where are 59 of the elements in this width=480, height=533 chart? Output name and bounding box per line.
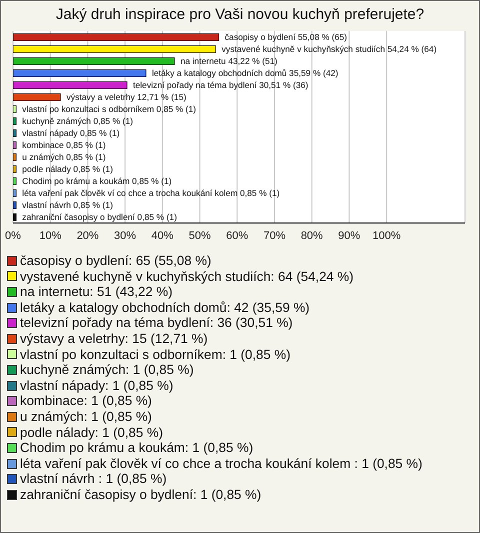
text: výstavy a veletrhy: 15 (12,71 %) xyxy=(20,330,208,347)
x-tick-label: 100% xyxy=(372,230,401,242)
text: vlastní po konzultaci s odborníkem: 1 (0,85 %) xyxy=(20,346,290,362)
category-label: letáky a katalogy obchodních domů 35,59 % (42) xyxy=(152,68,338,78)
text: zahraniční časopisy o bydlení: 1 (0,85 %) xyxy=(20,486,262,502)
bar xyxy=(13,141,16,149)
x-tick-label: 50% xyxy=(188,230,211,242)
bar xyxy=(13,117,16,125)
bar xyxy=(13,165,16,173)
category-label: časopisy o bydlení 55,08 % (65) xyxy=(224,32,348,42)
x-tick-label: 0% xyxy=(5,230,22,242)
text: televizní pořady na téma bydlení: 36 (30,51 %) xyxy=(20,315,293,331)
bar xyxy=(13,69,146,77)
category-label: vlastní návrh 0,85 % (1) xyxy=(22,200,113,210)
bar xyxy=(13,93,61,101)
category-label: Chodim po krámu a koukám 0,85 % (1) xyxy=(22,176,172,186)
x-tick-label: 40% xyxy=(151,230,174,242)
bar xyxy=(13,57,175,65)
text: na internetu: 51 (43,22 %) xyxy=(20,284,172,300)
text: časopisy o bydlení: 65 (55,08 %) xyxy=(20,253,212,269)
category-label: u známých 0,85 % (1) xyxy=(22,152,106,162)
text: letáky a katalogy obchodních domů: 42 (35,59 %) xyxy=(20,300,310,316)
text: podle nálady: 1 (0,85 %) xyxy=(20,424,163,440)
x-tick-label: 70% xyxy=(263,230,286,242)
text: vlastní nápady: 1 (0,85 %) xyxy=(20,378,174,394)
bar xyxy=(13,177,16,185)
bar xyxy=(13,81,128,89)
x-tick-label: 20% xyxy=(76,230,99,242)
bar xyxy=(13,105,16,113)
text: léta vaření pak člověk ví co chce a trocha koukání kolem : 1 (0,85 %) xyxy=(20,456,422,472)
x-tick-label: 60% xyxy=(226,230,248,242)
category-label: vlastní po konzultaci s odborníkem 0,85 % (1) xyxy=(22,104,196,114)
bar xyxy=(13,129,16,137)
category-label: zahraniční časopisy o bydlení 0,85 % (1) xyxy=(22,212,177,222)
bar xyxy=(13,45,216,53)
x-tick-label: 10% xyxy=(39,230,62,242)
text: u známých: 1 (0,85 %) xyxy=(20,408,152,425)
x-tick-label: 90% xyxy=(338,230,360,242)
chart-title: Jaký druh inspirace pro Vaši novou kuchyň preferujete? xyxy=(54,6,426,23)
x-tick-label: 30% xyxy=(114,230,136,242)
category-label: podle nálady 0,85 % (1) xyxy=(22,164,113,174)
bar xyxy=(13,153,16,161)
bar xyxy=(13,189,16,197)
bar xyxy=(13,201,16,209)
category-label: léta vaření pak člověk ví co chce a trocha koukání kolem 0,85 % (1) xyxy=(22,188,280,198)
category-label: televizní pořady na téma bydlení 30,51 % (36) xyxy=(132,80,308,90)
category-label: kuchyně známých 0,85 % (1) xyxy=(22,116,134,126)
text: vlastní návrh : 1 (0,85 %) xyxy=(20,471,167,487)
text: kuchyně známých: 1 (0,85 %) xyxy=(20,362,194,378)
x-tick-label: 80% xyxy=(300,230,324,242)
category-label: kombinace 0,85 % (1) xyxy=(22,140,106,150)
category-label: na internetu 43,22 % (51) xyxy=(180,56,278,66)
text: kombinace: 1 (0,85 %) xyxy=(20,393,152,409)
bar xyxy=(13,33,220,41)
category-label: vlastní nápady 0,85 % (1) xyxy=(22,128,120,138)
text: vystavené kuchyně v kuchyňských studiích: 64 (54,24 %) xyxy=(20,268,354,284)
category-label: vystavené kuchyně v kuchyňských studiích 54,24 % (64) xyxy=(222,44,437,54)
text: Chodim po krámu a koukám: 1 (0,85 %) xyxy=(20,440,254,456)
category-label: výstavy a veletrhy 12,71 % (15) xyxy=(66,92,186,102)
